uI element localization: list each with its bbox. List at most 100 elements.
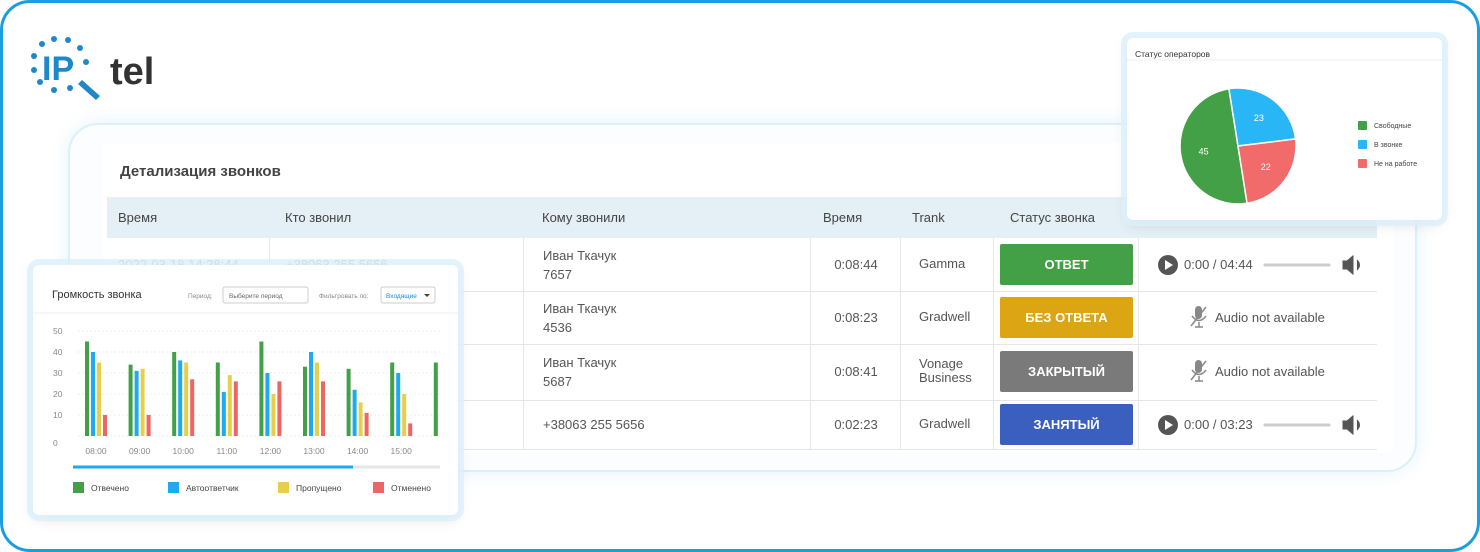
legend-swatch xyxy=(373,482,384,493)
bar xyxy=(303,366,307,436)
column-header: Время xyxy=(823,210,863,225)
x-tick-label: 14:00 xyxy=(347,446,369,456)
bar xyxy=(352,389,357,436)
y-tick-label: 50 xyxy=(53,326,63,336)
legend-swatch xyxy=(278,482,289,493)
table-cell: ЗАКРЫТЫЙ xyxy=(993,344,1139,400)
column-header: Кто звонил xyxy=(285,210,352,225)
slice-label: 22 xyxy=(1261,162,1271,172)
filter-select[interactable] xyxy=(380,286,436,304)
bar xyxy=(364,412,369,436)
bar xyxy=(134,370,139,436)
play-button[interactable] xyxy=(1158,254,1178,275)
mic xyxy=(1195,305,1202,319)
play-button[interactable] xyxy=(1158,414,1178,435)
bar xyxy=(390,362,395,436)
table-cell: ЗАНЯТЫЙ xyxy=(993,400,1139,449)
bar xyxy=(190,379,195,436)
table-cell: Audio not available xyxy=(1138,344,1378,400)
legend-label: Не на работе xyxy=(1374,160,1417,168)
bar xyxy=(315,362,319,436)
table-cell: 0:00 / 03:23 xyxy=(1138,400,1378,449)
pie-chart: Статус операторов 45 Свободные 23 В звонке 22… xyxy=(1127,49,1442,205)
callee: +38063 255 5656 xyxy=(543,416,645,432)
table-cell: Gradwell xyxy=(900,400,994,449)
bar xyxy=(97,362,101,436)
bar-chart: Громкость звонка Период: Выберите период Фи… xyxy=(33,286,458,493)
column-header: Статус звонка xyxy=(1010,210,1096,225)
widget-title: Статус операторов xyxy=(1135,49,1211,59)
trunk: Gamma xyxy=(919,255,966,271)
filter-label: Фильтровать по: xyxy=(319,293,369,300)
table-cell: ОТВЕТ xyxy=(993,238,1139,291)
column-header: Время xyxy=(118,210,158,225)
callee-name: Иван Ткачук xyxy=(543,300,617,316)
legend-label: Отменено xyxy=(391,483,431,493)
bar xyxy=(233,381,238,436)
bar xyxy=(215,362,220,436)
table-cell: Audio not available xyxy=(1138,291,1378,344)
slice-label: 23 xyxy=(1254,113,1264,123)
period-label: Период: xyxy=(188,293,213,300)
bar xyxy=(140,368,145,436)
y-tick-label: 10 xyxy=(53,410,63,420)
column-header: Trank xyxy=(912,210,945,225)
audio-player xyxy=(1158,414,1360,435)
bar xyxy=(358,402,363,436)
table-cell: Gradwell xyxy=(900,291,994,344)
audio-unavailable: Audio not available xyxy=(1215,309,1325,325)
trunk: Vonage Business xyxy=(919,356,972,385)
table-cell: Иван Ткачук 4536 xyxy=(523,291,811,344)
status-badge: ЗАНЯТЫЙ xyxy=(1000,403,1133,445)
bar xyxy=(309,352,313,436)
filter-caret xyxy=(424,294,430,297)
bar xyxy=(265,373,270,436)
x-tick-label: 08:00 xyxy=(85,446,107,456)
pie-slice xyxy=(1228,87,1297,147)
x-tick-label: 11:00 xyxy=(216,446,237,456)
slice-label: 45 xyxy=(1199,146,1209,156)
legend-swatch xyxy=(168,482,179,493)
x-tick-label: 13:00 xyxy=(303,446,325,456)
trunk: Gradwell xyxy=(919,415,971,431)
audio-player xyxy=(1158,254,1360,275)
x-tick-label: 12:00 xyxy=(260,446,282,456)
mic xyxy=(1195,360,1202,373)
audio-unavailable: Audio not available xyxy=(1215,364,1325,379)
volume-button[interactable] xyxy=(1342,254,1360,275)
bar xyxy=(259,341,264,436)
duration: 0:08:23 xyxy=(834,309,878,325)
bar xyxy=(178,360,183,436)
volume-button[interactable] xyxy=(1342,414,1360,435)
period-placeholder: Выберите период xyxy=(229,292,283,300)
x-tick-label: 09:00 xyxy=(129,446,151,456)
mic-off-icon xyxy=(1190,305,1207,328)
column-header: Кому звонили xyxy=(542,210,626,225)
duration: 0:08:41 xyxy=(834,364,878,379)
bar xyxy=(227,375,232,436)
bar xyxy=(277,381,282,436)
period-input[interactable] xyxy=(222,286,309,304)
bar xyxy=(146,415,151,436)
status-badge: БЕЗ ОТВЕТА xyxy=(1000,296,1133,338)
table-cell: БЕЗ ОТВЕТА xyxy=(993,291,1139,344)
duration: 0:02:23 xyxy=(834,416,878,432)
bar xyxy=(85,341,89,436)
volume-widget: Громкость звонка Период: Выберите период Фи… xyxy=(33,265,458,515)
pie-slice xyxy=(1179,87,1248,205)
audio-time: 0:00 / 04:44 xyxy=(1184,256,1253,272)
legend-label: Свободные xyxy=(1374,122,1411,130)
table-row: Иван Ткачук 5687 0:08:41 Vonage Business ЗАК… xyxy=(107,344,1377,401)
y-tick-label: 30 xyxy=(53,368,63,378)
callee-ext: 4536 xyxy=(543,319,572,335)
legend-label: Пропущено xyxy=(296,483,342,493)
bar xyxy=(184,362,189,436)
callee-ext: 7657 xyxy=(543,266,572,282)
legend-swatch xyxy=(1358,159,1367,168)
legend-swatch xyxy=(1358,140,1367,149)
y-tick-label: 40 xyxy=(53,347,63,357)
audio-time: 0:00 / 03:23 xyxy=(1184,416,1253,432)
bar xyxy=(402,394,407,436)
